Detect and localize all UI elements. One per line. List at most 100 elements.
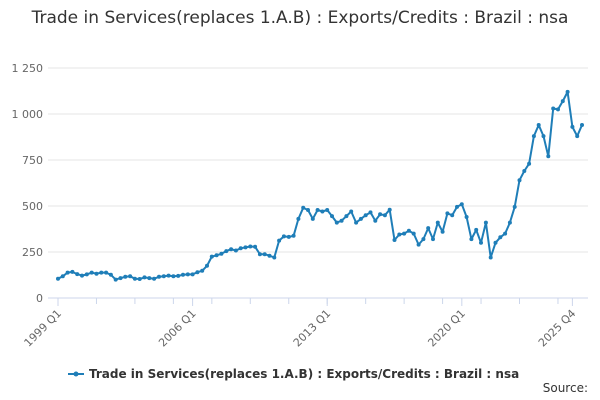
data-point[interactable] <box>176 273 181 278</box>
data-point[interactable] <box>209 254 214 259</box>
data-point[interactable] <box>306 208 310 212</box>
data-point[interactable] <box>522 169 527 173</box>
data-point[interactable] <box>392 238 397 242</box>
data-point[interactable] <box>262 252 267 257</box>
data-point[interactable] <box>272 255 277 260</box>
data-point[interactable] <box>296 216 301 221</box>
data-point[interactable] <box>358 216 363 221</box>
data-point[interactable] <box>94 271 99 276</box>
data-point[interactable] <box>205 263 209 268</box>
data-point[interactable] <box>556 107 560 112</box>
data-point[interactable] <box>363 213 368 218</box>
data-point[interactable] <box>243 245 248 250</box>
data-point[interactable] <box>565 89 570 94</box>
data-point[interactable] <box>166 273 171 278</box>
data-point[interactable] <box>349 209 354 214</box>
data-point[interactable] <box>382 213 387 218</box>
data-point[interactable] <box>181 272 185 277</box>
data-point[interactable] <box>80 273 84 278</box>
data-point[interactable] <box>118 276 123 281</box>
data-point[interactable] <box>334 220 339 225</box>
data-point[interactable] <box>426 226 431 231</box>
data-point[interactable] <box>301 205 306 210</box>
data-point[interactable] <box>512 204 517 209</box>
data-point[interactable] <box>214 253 219 258</box>
data-point[interactable] <box>200 268 205 273</box>
data-point[interactable] <box>416 242 421 247</box>
data-point[interactable] <box>527 161 532 166</box>
data-point[interactable] <box>440 229 445 234</box>
data-point[interactable] <box>161 274 166 279</box>
data-point[interactable] <box>171 274 176 279</box>
data-point[interactable] <box>128 274 133 279</box>
data-point[interactable] <box>253 244 258 249</box>
data-point[interactable] <box>464 215 469 219</box>
data-point[interactable] <box>339 218 344 223</box>
data-point[interactable] <box>411 231 416 236</box>
data-point[interactable] <box>406 228 411 233</box>
data-point[interactable] <box>238 246 243 251</box>
data-point[interactable] <box>551 106 556 111</box>
data-point[interactable] <box>60 274 65 279</box>
data-point[interactable] <box>488 255 493 260</box>
data-point[interactable] <box>113 277 118 282</box>
data-point[interactable] <box>325 208 330 212</box>
data-point[interactable] <box>286 234 291 239</box>
data-point[interactable] <box>474 227 479 232</box>
data-point[interactable] <box>459 202 464 207</box>
data-point[interactable] <box>354 220 359 225</box>
data-point[interactable] <box>157 274 161 279</box>
data-point[interactable] <box>291 233 296 238</box>
data-point[interactable] <box>108 272 113 277</box>
data-point[interactable] <box>483 220 488 225</box>
data-point[interactable] <box>99 270 104 275</box>
data-point[interactable] <box>219 251 224 256</box>
data-point[interactable] <box>493 240 498 245</box>
data-point[interactable] <box>517 178 522 183</box>
data-point[interactable] <box>65 270 70 275</box>
data-point[interactable] <box>431 237 435 242</box>
data-point[interactable] <box>455 204 459 209</box>
data-point[interactable] <box>387 207 392 212</box>
data-point[interactable] <box>147 276 152 281</box>
data-point[interactable] <box>70 269 75 274</box>
data-point[interactable] <box>498 235 503 240</box>
data-point[interactable] <box>503 231 508 236</box>
data-point[interactable] <box>315 208 320 212</box>
data-point[interactable] <box>257 252 262 257</box>
data-point[interactable] <box>580 123 584 127</box>
data-point[interactable] <box>560 99 565 104</box>
data-point[interactable] <box>507 220 512 225</box>
data-point[interactable] <box>75 272 80 277</box>
data-point[interactable] <box>248 244 253 249</box>
data-point[interactable] <box>479 240 483 245</box>
data-point[interactable] <box>536 123 541 127</box>
data-point[interactable] <box>142 275 147 280</box>
data-point[interactable] <box>224 249 229 254</box>
data-point[interactable] <box>132 276 137 281</box>
data-point[interactable] <box>229 247 234 252</box>
data-point[interactable] <box>469 237 474 242</box>
data-point[interactable] <box>195 270 200 275</box>
data-point[interactable] <box>575 134 580 139</box>
data-point[interactable] <box>190 272 195 277</box>
data-point[interactable] <box>531 134 536 139</box>
data-point[interactable] <box>320 209 325 214</box>
data-point[interactable] <box>310 216 315 221</box>
data-point[interactable] <box>281 234 286 239</box>
data-point[interactable] <box>445 211 450 216</box>
data-point[interactable] <box>435 220 440 225</box>
data-point[interactable] <box>546 154 551 159</box>
legend[interactable]: Trade in Services(replaces 1.A.B) : Expo… <box>68 367 519 381</box>
data-point[interactable] <box>56 276 60 281</box>
data-point[interactable] <box>104 270 109 275</box>
data-point[interactable] <box>570 124 575 129</box>
data-point[interactable] <box>267 253 272 258</box>
data-point[interactable] <box>368 210 373 215</box>
data-point[interactable] <box>450 213 455 218</box>
data-point[interactable] <box>84 272 89 277</box>
data-point[interactable] <box>152 276 157 281</box>
data-point[interactable] <box>185 272 190 277</box>
data-point[interactable] <box>402 231 407 236</box>
data-point[interactable] <box>137 277 142 281</box>
